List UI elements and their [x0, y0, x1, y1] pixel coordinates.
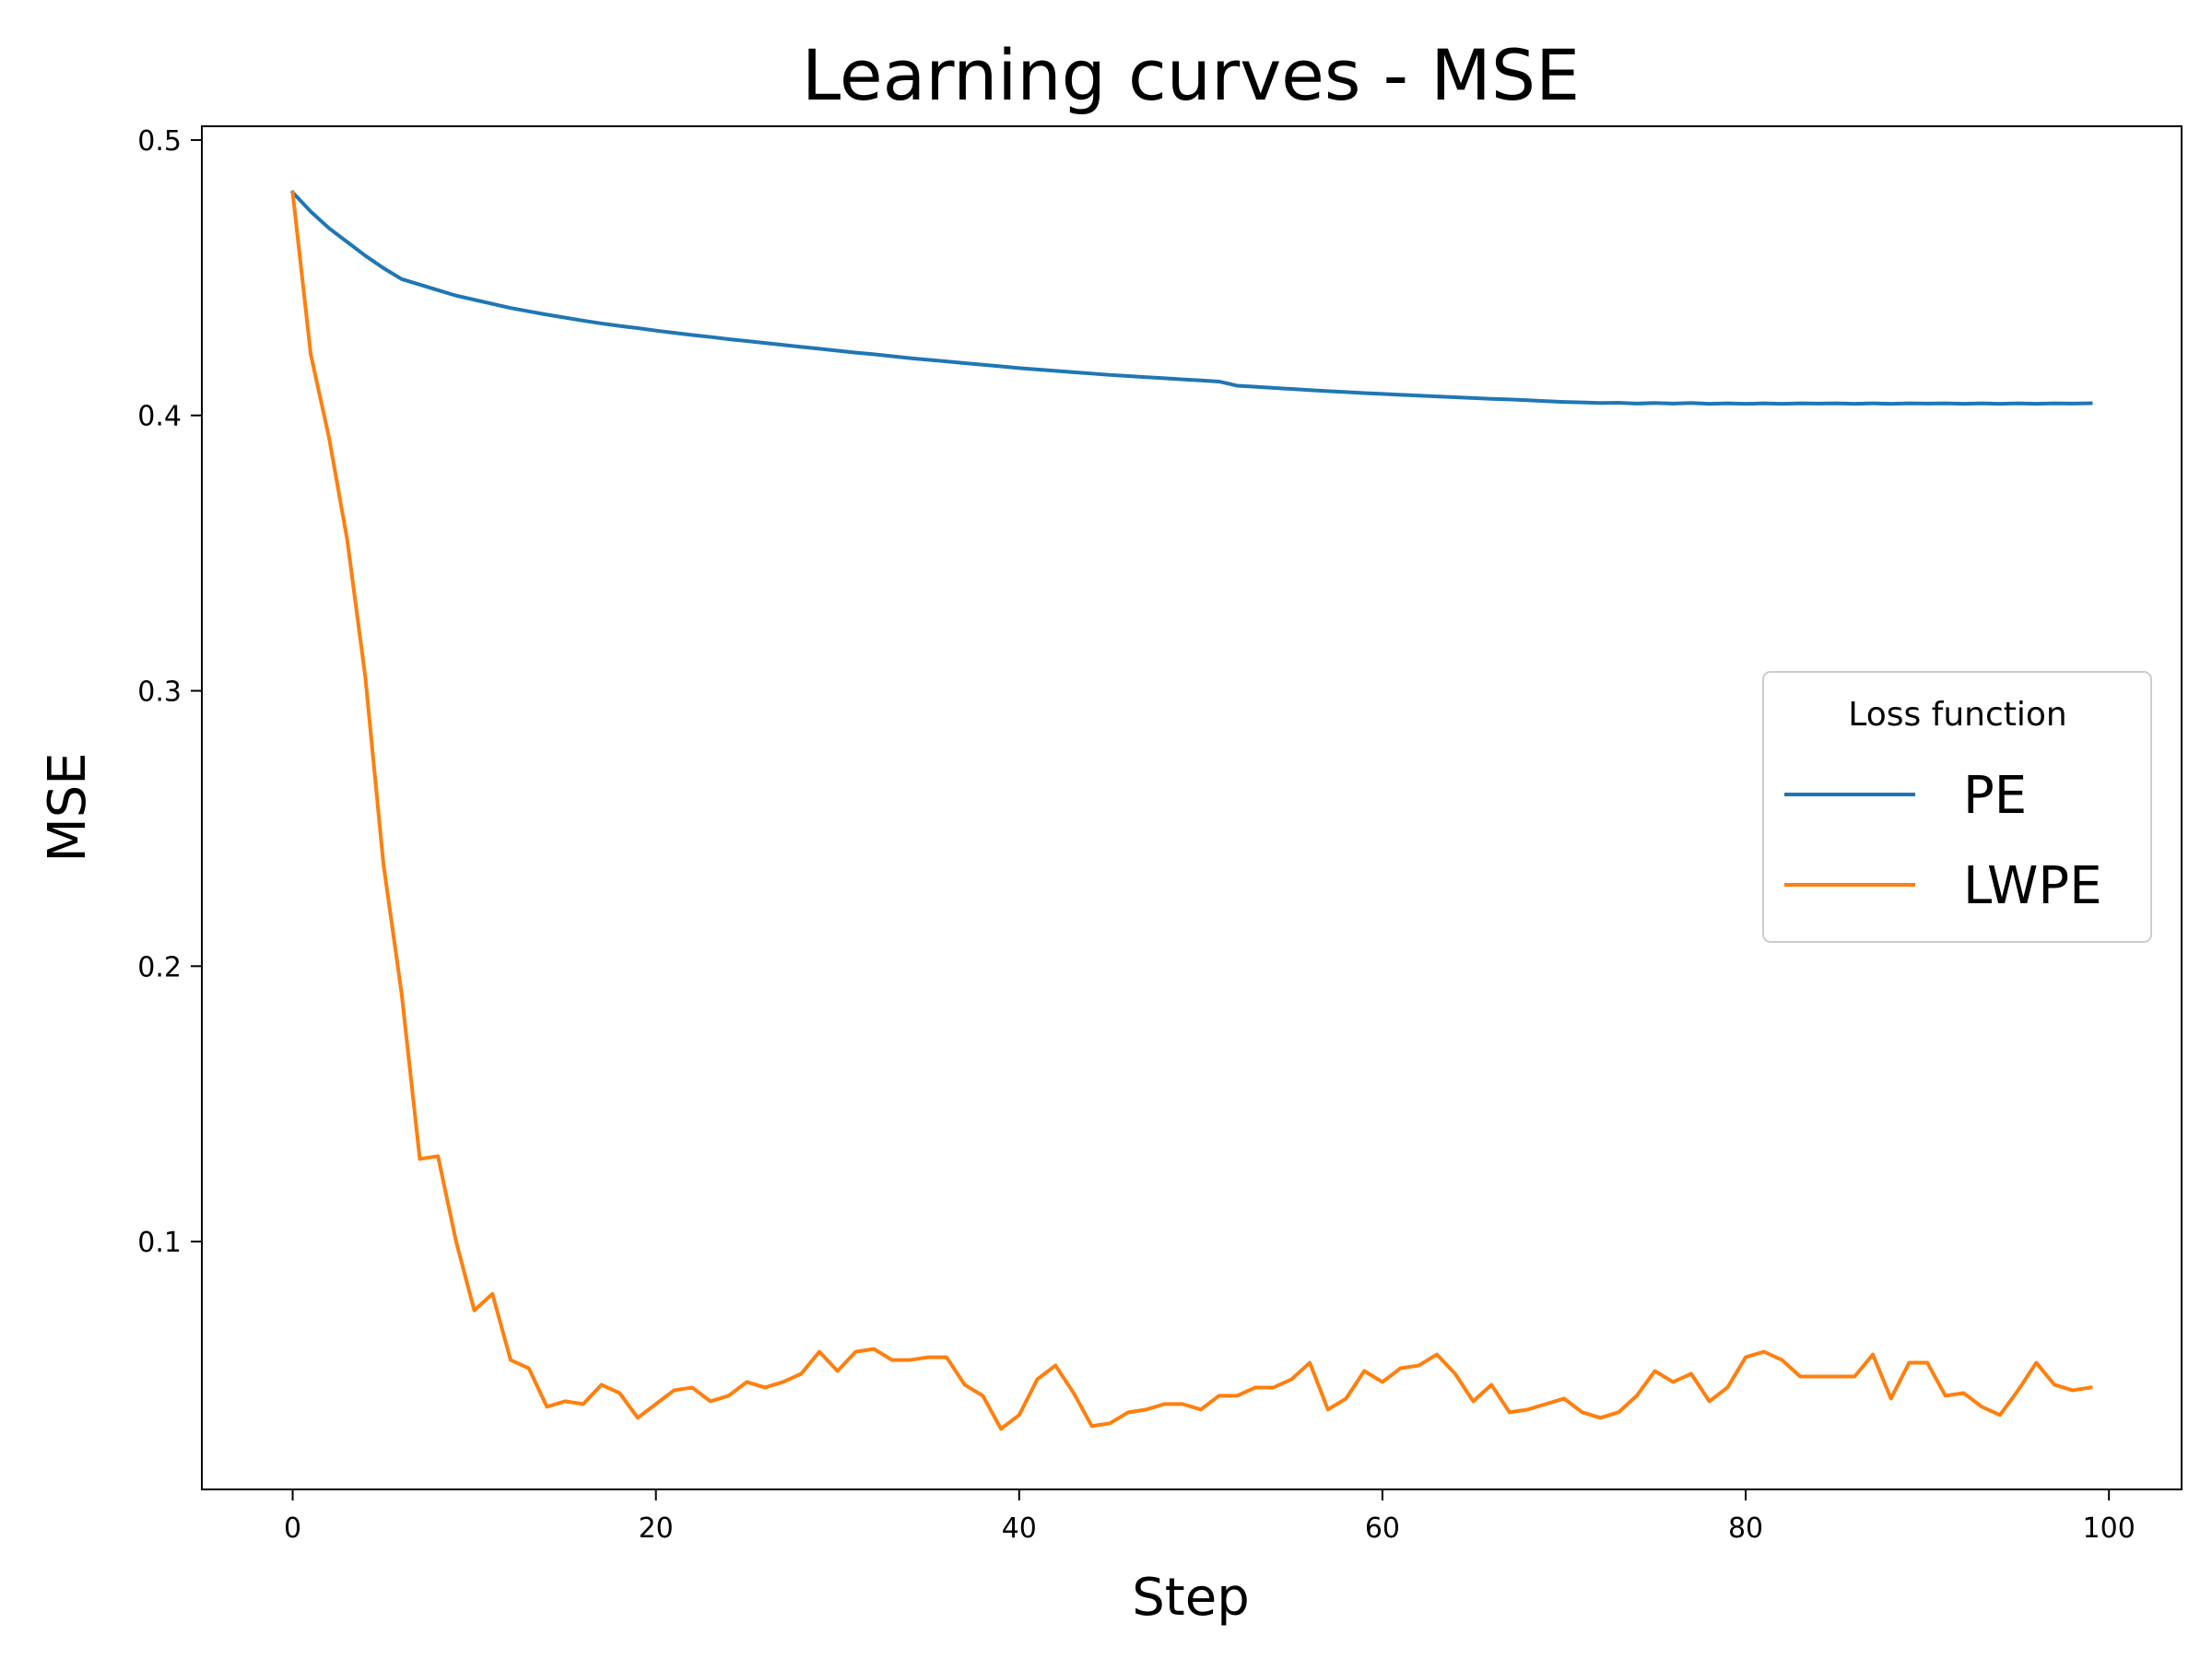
series-line-pe [289, 189, 2093, 406]
plot-area: 0 20 40 60 80 100 0.1 0.2 0.3 0.4 0.5 [137, 125, 2183, 1545]
x-tick-label: 100 [2083, 1512, 2136, 1545]
plot-frame [201, 125, 2183, 1490]
series-line-lwpe [290, 190, 2093, 1431]
legend-box [1762, 671, 2152, 943]
series-lines [289, 189, 2093, 1431]
chart-title: Learning curves - MSE [802, 34, 1580, 116]
legend-title: Loss function [1848, 696, 2066, 734]
x-tick-label: 80 [1728, 1512, 1763, 1545]
y-axis-title: MSE [38, 752, 98, 862]
y-tick-label: 0.3 [137, 677, 182, 709]
y-tick-label: 0.4 [137, 401, 182, 433]
x-tick-label: 40 [1002, 1512, 1037, 1545]
x-axis: 0 20 40 60 80 100 [284, 1489, 2136, 1545]
legend-label-pe: PE [1963, 766, 2027, 826]
y-tick-label: 0.2 [137, 951, 182, 983]
y-tick-label: 0.5 [137, 125, 182, 158]
legend: Loss function PE LWPE [1762, 671, 2152, 943]
x-tick-label: 60 [1365, 1512, 1400, 1545]
x-tick-label: 0 [284, 1512, 301, 1545]
y-axis: 0.1 0.2 0.3 0.4 0.5 [137, 125, 202, 1259]
x-axis-title: Step [1132, 1568, 1250, 1628]
y-tick-label: 0.1 [137, 1227, 182, 1259]
x-tick-label: 20 [639, 1512, 674, 1545]
legend-label-lwpe: LWPE [1963, 856, 2102, 916]
